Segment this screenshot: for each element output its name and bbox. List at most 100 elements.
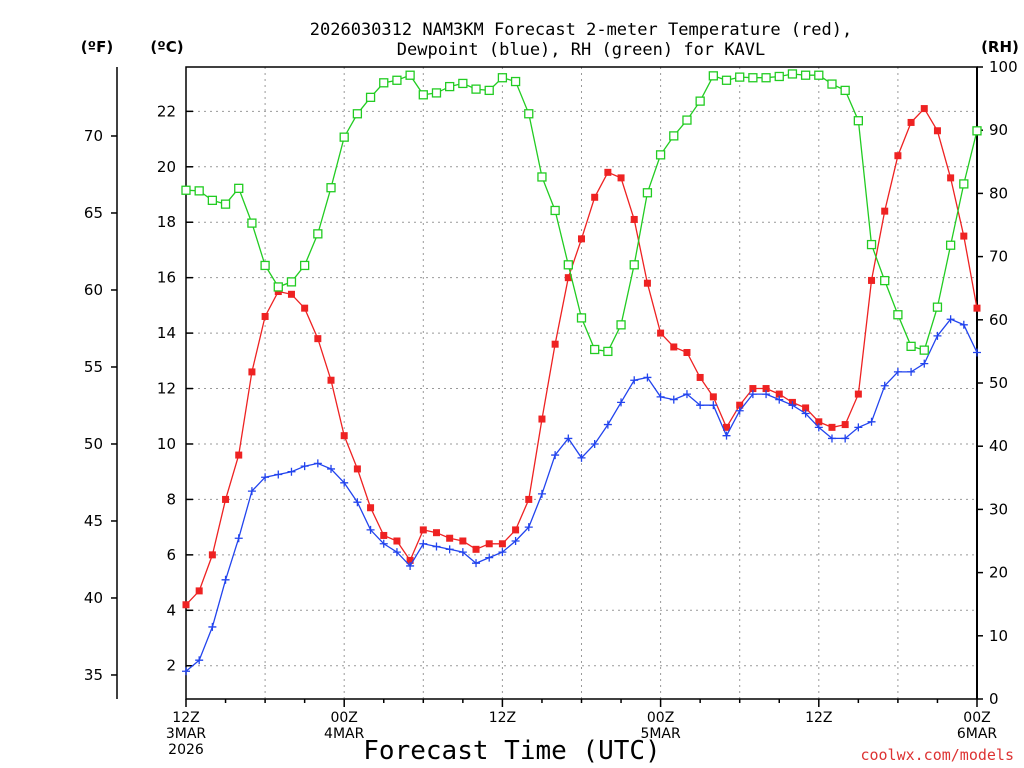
dewpoint-point <box>551 451 560 460</box>
2-meter-temperature-point <box>446 534 454 542</box>
relative-humidity-point <box>352 109 363 119</box>
relative-humidity-point <box>866 239 877 250</box>
dewpoint-point <box>208 622 217 631</box>
2-meter-temperature-point <box>314 335 322 343</box>
2-meter-temperature-point <box>670 343 678 351</box>
relative-humidity-point <box>418 90 428 100</box>
dewpoint-point <box>221 575 230 584</box>
dewpoint-point <box>472 559 481 568</box>
relative-humidity-point <box>893 310 903 320</box>
dewpoint-point <box>498 548 507 557</box>
rh-tick-label: 80 <box>989 184 1008 202</box>
relative-humidity-point <box>458 78 468 89</box>
rh-tick-label: 90 <box>989 121 1008 139</box>
relative-humidity-point <box>326 183 336 193</box>
rh-tick-label: 0 <box>989 690 999 708</box>
relative-humidity-point <box>748 73 758 83</box>
2-meter-temperature-point <box>287 290 295 298</box>
relative-humidity-point <box>616 320 626 330</box>
2-meter-temperature-point <box>947 174 955 182</box>
2-meter-temperature-point <box>353 465 361 473</box>
2-meter-temperature-point <box>472 545 480 553</box>
relative-humidity-point <box>761 73 771 83</box>
dewpoint-point <box>920 359 929 368</box>
dewpoint-point <box>867 417 876 426</box>
rh-tick-label: 10 <box>989 627 1008 645</box>
dewpoint-point <box>722 431 731 440</box>
dewpoint-point <box>182 667 190 676</box>
relative-humidity-point <box>247 218 257 228</box>
fahrenheit-tick-label: 35 <box>84 666 103 684</box>
relative-humidity-point <box>537 172 547 182</box>
dewpoint-point <box>788 401 797 410</box>
rh-tick-label: 100 <box>989 58 1018 76</box>
2-meter-temperature-point <box>406 556 414 564</box>
relative-humidity-point <box>471 84 481 94</box>
2-meter-temperature-point <box>485 540 493 548</box>
dewpoint-point <box>313 459 322 468</box>
dewpoint-point <box>801 409 810 418</box>
relative-humidity-point <box>339 132 349 142</box>
rh-unit-label: (RH) <box>981 38 1019 56</box>
x-axis-label: Forecast Time (UTC) <box>363 736 660 766</box>
relative-humidity-point <box>945 240 956 250</box>
2-meter-temperature-point <box>749 385 757 393</box>
2-meter-temperature-point <box>736 401 744 409</box>
time-tick-label: 12Z <box>489 710 516 726</box>
relative-humidity-point <box>590 344 600 355</box>
dewpoint-point <box>696 401 705 410</box>
dewpoint-point <box>735 406 744 415</box>
relative-humidity-point <box>880 275 890 286</box>
dewpoint-point <box>379 539 388 548</box>
relative-humidity-point <box>234 183 244 193</box>
dewpoint-point <box>234 534 243 543</box>
2-meter-temperature-point <box>775 390 783 398</box>
2-meter-temperature-point <box>525 495 533 503</box>
rh-tick-label: 20 <box>989 564 1008 582</box>
2-meter-temperature-point <box>195 587 203 595</box>
dewpoint-point <box>748 390 757 399</box>
2-meter-temperature-point <box>854 390 862 398</box>
dewpoint-point <box>893 367 902 376</box>
celsius-tick-label: 12 <box>157 380 176 398</box>
time-tick-label: 6MAR <box>957 726 998 742</box>
2-meter-temperature-point <box>327 376 335 384</box>
relative-humidity-point <box>207 195 218 206</box>
relative-humidity-point <box>642 188 653 198</box>
2-meter-temperature-point <box>881 207 889 215</box>
dewpoint-point <box>669 395 678 404</box>
2-meter-temperature-point <box>643 279 651 287</box>
dewpoint-point <box>366 525 375 534</box>
2-meter-temperature-point <box>551 340 559 348</box>
2-meter-temperature-point <box>841 421 849 429</box>
dewpoint-point <box>340 478 349 487</box>
dewpoint-point <box>327 464 336 473</box>
time-tick-label: 00Z <box>330 710 357 726</box>
relative-humidity-point <box>220 199 231 209</box>
2-meter-temperature-point <box>762 385 770 393</box>
relative-humidity-point <box>286 277 297 287</box>
relative-humidity-point <box>313 229 323 239</box>
relative-humidity-point <box>919 345 929 355</box>
relative-humidity-point <box>497 73 508 83</box>
celsius-tick-label: 14 <box>157 324 176 342</box>
rh-tick-label: 60 <box>989 311 1008 329</box>
relative-humidity-point <box>194 186 204 196</box>
2-meter-temperature-point <box>657 329 665 337</box>
2-meter-temperature-point <box>248 368 256 376</box>
2-meter-temperature-point <box>591 193 599 201</box>
dewpoint-point <box>656 392 665 401</box>
relative-humidity-point <box>629 260 639 270</box>
relative-humidity-point <box>655 150 666 160</box>
relative-humidity-point <box>814 70 824 80</box>
relative-humidity-point <box>840 85 850 96</box>
celsius-tick-label: 16 <box>157 269 176 287</box>
relative-humidity-point <box>800 70 811 80</box>
relative-humidity-point <box>669 131 679 141</box>
dewpoint-point <box>880 381 889 390</box>
celsius-tick-label: 4 <box>166 601 176 619</box>
relative-humidity-point <box>576 313 587 323</box>
relative-humidity-point <box>405 70 415 80</box>
2-meter-temperature-point <box>920 105 928 113</box>
fahrenheit-tick-label: 65 <box>84 204 103 222</box>
